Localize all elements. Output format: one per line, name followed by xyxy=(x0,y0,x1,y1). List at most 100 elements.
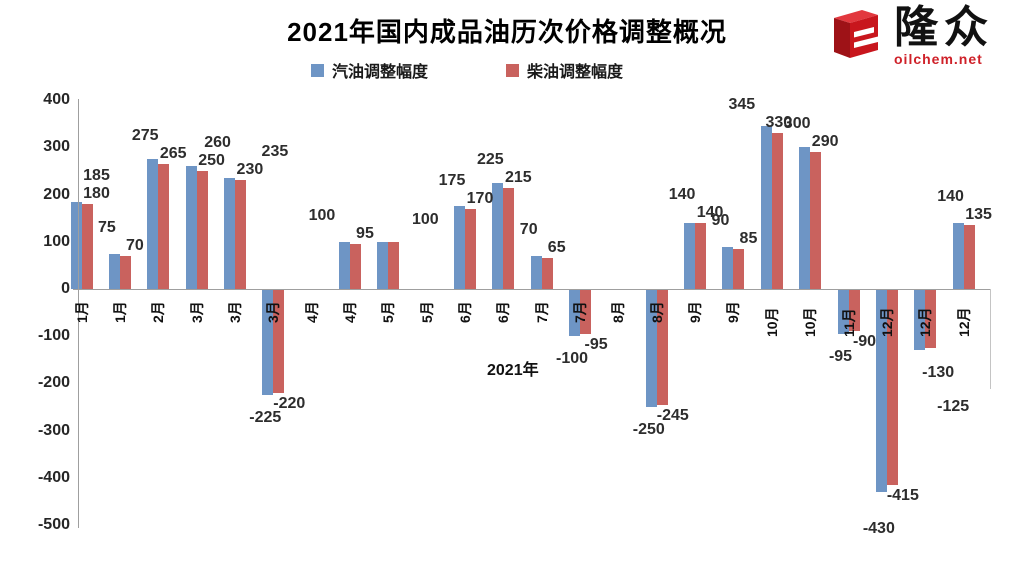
data-label-gasoline: 300 xyxy=(783,115,811,133)
x-category-label: 1月 xyxy=(73,301,90,323)
data-label-diesel: -220 xyxy=(273,394,306,412)
bar-gasoline xyxy=(492,182,504,289)
data-label-gasoline: -130 xyxy=(922,364,955,382)
data-label-diesel: 290 xyxy=(811,133,839,151)
data-label-gasoline: 235 xyxy=(261,143,289,161)
data-label-gasoline: -95 xyxy=(828,347,853,365)
x-category-label: 9月 xyxy=(725,301,742,323)
bar-diesel xyxy=(465,208,476,289)
brand-site-url: oilchem.net xyxy=(894,51,983,67)
x-category-label: 9月 xyxy=(687,301,704,323)
x-category-label: 12月 xyxy=(955,307,972,337)
bar-gasoline xyxy=(223,178,235,289)
x-axis-zero-line xyxy=(78,289,990,290)
data-label-diesel: 215 xyxy=(504,168,532,186)
data-label-gasoline: -225 xyxy=(249,409,282,427)
x-category-label: 12月 xyxy=(878,307,895,337)
data-label-diesel: 330 xyxy=(765,114,793,132)
y-tick-label: 200 xyxy=(43,185,70,203)
x-category-label: 6月 xyxy=(495,301,512,323)
data-label-diesel: 135 xyxy=(965,206,992,224)
x-category-label: 4月 xyxy=(341,301,358,323)
bar-diesel xyxy=(580,289,592,334)
zero-tick xyxy=(73,289,78,290)
data-label-gasoline: 75 xyxy=(97,218,116,236)
bar-diesel xyxy=(925,289,937,348)
bar-gasoline xyxy=(684,222,696,289)
data-label-gasoline: 140 xyxy=(668,185,696,203)
y-axis-line xyxy=(78,99,79,528)
legend-swatch-icon xyxy=(506,63,519,77)
bar-gasoline xyxy=(875,289,887,492)
legend-swatch-icon xyxy=(310,63,324,77)
x-axis-title: 2021年 xyxy=(487,362,539,379)
x-category-label: 5月 xyxy=(380,301,397,323)
bar-diesel xyxy=(158,163,170,289)
bar-gasoline xyxy=(530,255,542,289)
y-tick-label: 100 xyxy=(43,232,70,250)
data-label-diesel: 180 xyxy=(83,185,110,203)
data-label-gasoline: 345 xyxy=(728,96,756,114)
bar-gasoline xyxy=(377,241,389,289)
data-label-gasoline: 225 xyxy=(476,150,504,168)
bar-gasoline xyxy=(952,222,964,289)
x-category-label: 7月 xyxy=(533,301,550,323)
bar-gasoline xyxy=(108,253,120,289)
y-tick-label: -500 xyxy=(37,516,70,533)
bar-gasoline xyxy=(454,206,465,289)
data-label-gasoline: 185 xyxy=(83,167,110,185)
data-label-gasoline: -100 xyxy=(556,350,589,368)
data-label-gasoline: -430 xyxy=(862,519,895,537)
bar-diesel xyxy=(196,171,208,289)
legend-label: 柴油调整幅度 xyxy=(527,64,624,81)
bar-diesel xyxy=(886,289,898,485)
chart-legend: 汽油调整幅度 柴油调整幅度 xyxy=(0,58,974,82)
data-label-diesel: 70 xyxy=(125,236,144,254)
bar-gasoline xyxy=(645,289,657,407)
bar-gasoline xyxy=(262,289,274,396)
x-category-label: 8月 xyxy=(648,301,665,323)
x-category-label: 3月 xyxy=(226,301,243,323)
logo-e-icon xyxy=(828,6,884,65)
bar-diesel xyxy=(771,133,783,289)
bar-gasoline xyxy=(837,289,849,334)
data-label-diesel: -90 xyxy=(852,333,877,351)
data-label-diesel: 85 xyxy=(739,229,758,247)
x-category-label: 3月 xyxy=(188,301,205,323)
y-tick-label: 0 xyxy=(61,280,70,297)
brand-text-block: 隆众 oilchem.net xyxy=(894,3,994,67)
data-label-diesel: -245 xyxy=(656,406,689,424)
data-label-diesel: 140 xyxy=(696,203,724,221)
data-label-diesel: 230 xyxy=(236,161,264,179)
data-label-diesel: 265 xyxy=(159,144,187,162)
bar-diesel xyxy=(273,289,285,393)
x-category-label: 8月 xyxy=(610,301,627,323)
data-label-diesel: 65 xyxy=(547,239,566,257)
chart-title: 2021年国内成品油历次价格调整概况 xyxy=(287,17,727,47)
data-label-gasoline: 260 xyxy=(204,134,231,151)
plot-right-border xyxy=(990,289,991,389)
bar-gasoline xyxy=(569,289,581,337)
y-tick-label: -200 xyxy=(37,374,70,392)
brand-logo: 隆众 oilchem.net xyxy=(828,6,994,66)
data-label-gasoline: 100 xyxy=(308,207,336,225)
bar-diesel xyxy=(695,222,707,289)
x-category-label: 2月 xyxy=(150,301,167,323)
x-category-label: 11月 xyxy=(840,308,857,337)
bar-diesel xyxy=(810,152,822,289)
bar-gasoline xyxy=(338,241,350,289)
data-label-diesel: 170 xyxy=(466,189,494,207)
y-tick-label: 300 xyxy=(43,138,70,156)
bar-diesel xyxy=(656,289,668,405)
x-category-label: 1月 xyxy=(111,301,128,323)
x-category-label: 7月 xyxy=(572,301,589,323)
y-tick-label: -300 xyxy=(37,421,70,439)
bar-gasoline xyxy=(185,166,197,289)
bar-diesel xyxy=(541,258,553,289)
data-label-gasoline: 90 xyxy=(711,211,730,229)
bar-gasoline xyxy=(799,147,811,289)
data-label-diesel: -125 xyxy=(937,398,970,415)
brand-name: 隆众 xyxy=(894,3,994,52)
